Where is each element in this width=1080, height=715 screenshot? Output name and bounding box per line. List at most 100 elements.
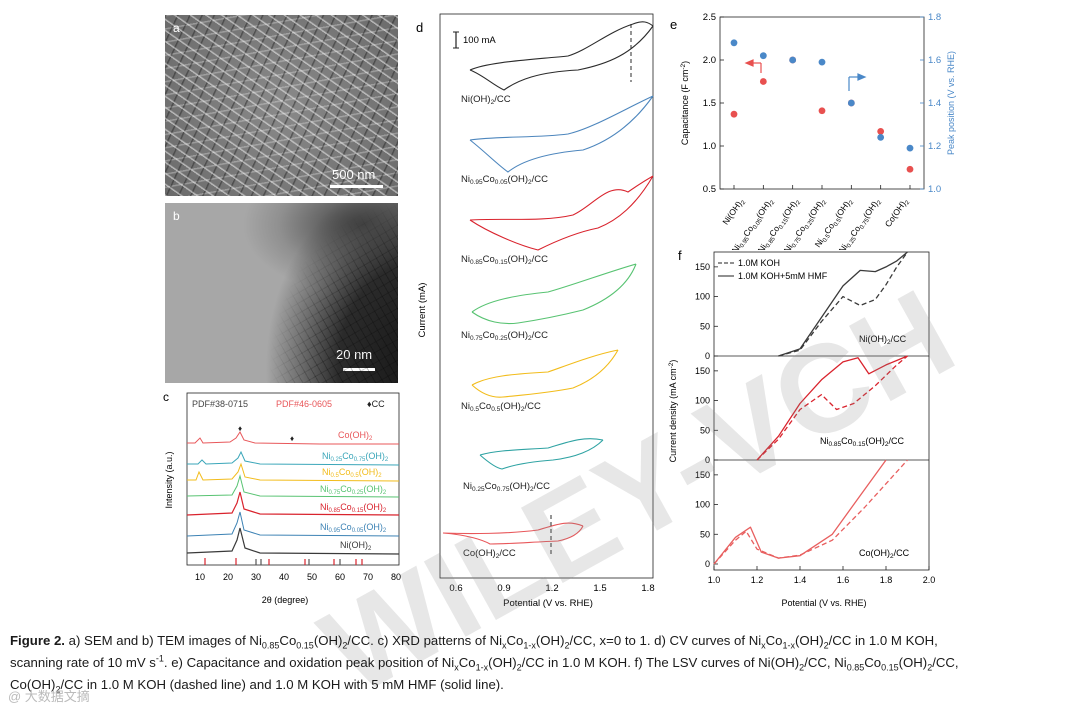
lsv-label-ni085: Ni0.85Co0.15(OH)2/CC <box>820 436 904 448</box>
xrd-xlabel: 2θ (degree) <box>262 595 309 605</box>
cap-category-labels: Ni(OH)2 Ni0.95Co0.05(OH)2 Ni0.85Co0.15(O… <box>720 196 911 250</box>
cv-xtick: 0.6 <box>449 583 462 594</box>
sem-image: a 500 nm <box>165 15 398 196</box>
lsv-xtick: 1.0 <box>708 575 721 585</box>
tem-scale-bar <box>343 368 375 371</box>
xrd-curve-ni075 <box>186 474 400 498</box>
xrd-label-ni095: Ni0.95Co0.05(OH)2 <box>320 522 387 534</box>
cap-y2tick: 1.8 <box>928 12 941 23</box>
lsv-axis-ticks <box>713 266 930 570</box>
cap-y2label: Peak position (V vs. RHE) <box>946 51 956 155</box>
cv-xlabel: Potential (V vs. RHE) <box>503 598 593 609</box>
xrd-diamond-1: ♦ <box>238 424 242 433</box>
xrd-label-ni085: Ni0.85Co0.15(OH)2 <box>320 502 387 514</box>
lsv-ytick: 150 <box>695 262 710 272</box>
xrd-xtick: 50 <box>307 572 317 582</box>
lsv-ytick: 0 <box>705 559 710 569</box>
lsv-subplot-labels: Ni(OH)2/CC Ni0.85Co0.15(OH)2/CC Co(OH)2/… <box>820 334 910 560</box>
cap-ytick: 2.0 <box>703 55 716 66</box>
lsv-ytick: 150 <box>695 470 710 480</box>
lsv-ytick: 0 <box>705 455 710 465</box>
panel-b-label: b <box>173 209 180 223</box>
cap-y-ticklabels: 0.5 1.0 1.5 2.0 2.5 <box>703 12 716 195</box>
capacitance-point <box>818 107 826 115</box>
panel-a-label: a <box>173 21 180 35</box>
cap-y2tick: 1.2 <box>928 141 941 152</box>
cv-curves <box>442 21 654 556</box>
cv-curve-ni095 <box>469 95 654 173</box>
legend-item: 1.0M KOH+5mM HMF <box>738 271 828 281</box>
lsv-ytick: 50 <box>700 529 710 539</box>
lsv-chart: f 1.0M KOH 1.0M KOH+5mM HMF 0 50 100 150… <box>668 248 936 608</box>
cv-xtick: 1.2 <box>545 583 558 594</box>
cap-y2tick: 1.4 <box>928 98 941 109</box>
xrd-ref-sticks <box>204 558 363 565</box>
caption-line-2: scanning rate of 10 mV s-1. e) Capacitan… <box>10 653 959 673</box>
cap-ytick: 1.0 <box>703 141 716 152</box>
xrd-frame <box>186 392 400 566</box>
sem-scale-bar <box>330 185 383 188</box>
xrd-xtick: 10 <box>195 572 205 582</box>
cv-frame <box>439 13 654 579</box>
lsv-xtick: 1.8 <box>880 575 893 585</box>
xrd-ylabel: Intensity (a.u.) <box>164 451 174 508</box>
peak-position-point <box>847 99 855 107</box>
lsv-ytick: 100 <box>695 396 710 406</box>
cv-label-ni025: Ni0.25Co0.75(OH)2/CC <box>463 481 550 493</box>
caption-line-1: Figure 2. a) SEM and b) TEM images of Ni… <box>10 633 938 651</box>
cv-label-ni05: Ni0.5Co0.5(OH)2/CC <box>461 401 541 413</box>
cv-xtick: 0.9 <box>497 583 510 594</box>
lsv-x-ticklabels: 1.0 1.2 1.4 1.6 1.8 2.0 <box>708 575 936 585</box>
xrd-ref1: PDF#38-0715 <box>192 399 248 409</box>
xrd-cc-marker: ♦CC <box>367 399 385 409</box>
tem-scale-text: 20 nm <box>336 347 373 362</box>
xrd-label-ni025: Ni0.25Co0.75(OH)2 <box>322 451 389 463</box>
capacitance-point <box>877 127 885 135</box>
lsv-label-co: Co(OH)2/CC <box>859 548 910 560</box>
lsv-line-dashed <box>756 355 908 461</box>
xrd-curve-ni025 <box>187 450 400 466</box>
xrd-curve-labels: Co(OH)2 Ni0.25Co0.75(OH)2 Ni0.5Co0.5(OH)… <box>320 430 389 552</box>
peak-position-point <box>789 56 797 64</box>
lsv-ytick: 50 <box>700 321 710 331</box>
cv-curve-labels: Ni(OH)2/CC Ni0.95Co0.05(OH)2/CC Ni0.85Co… <box>461 94 550 560</box>
cv-xtick: 1.5 <box>593 583 606 594</box>
cv-label-co: Co(OH)2/CC <box>463 548 516 560</box>
peak-position-point <box>818 58 826 66</box>
lsv-xtick: 1.6 <box>837 575 850 585</box>
sem-scale-text: 500 nm <box>332 167 376 182</box>
lsv-line-solid <box>756 355 908 461</box>
xrd-label-co: Co(OH)2 <box>338 430 373 442</box>
cap-ytick: 2.5 <box>703 12 716 23</box>
legend-item: 1.0M KOH <box>738 258 780 268</box>
capacitance-point <box>906 165 914 173</box>
xrd-xtick: 30 <box>251 572 261 582</box>
lsv-line-solid <box>778 251 908 357</box>
xrd-label-ni: Ni(OH)2 <box>340 540 372 552</box>
lsv-ytick: 50 <box>700 425 710 435</box>
lsv-ylabel: Current density (mA cm-2) <box>668 360 678 463</box>
cap-ytick: 1.5 <box>703 98 716 109</box>
cv-curve-ni05 <box>471 349 619 398</box>
peak-position-point <box>759 52 767 60</box>
xrd-curve-ni095 <box>186 511 400 537</box>
cap-ytick: 0.5 <box>703 184 716 195</box>
lsv-ytick: 0 <box>705 351 710 361</box>
panel-c-label: c <box>163 390 169 404</box>
watermark-source: @ 大数据文摘 <box>8 689 90 704</box>
cv-curve-ni085 <box>469 175 654 251</box>
cap-y2-ticklabels: 1.0 1.2 1.4 1.6 1.8 <box>928 12 941 195</box>
cv-ylabel: Current (mA) <box>417 283 428 338</box>
tem-image: b 20 nm <box>165 203 398 383</box>
cv-curve-ni025 <box>479 438 604 470</box>
cap-cat-label: Ni(OH)2 <box>720 196 747 228</box>
cv-scale-text: 100 mA <box>463 35 496 46</box>
xrd-xtick: 70 <box>363 572 373 582</box>
xrd-xtick: 20 <box>223 572 233 582</box>
lsv-xtick: 1.2 <box>751 575 764 585</box>
xrd-curve-co <box>187 431 399 445</box>
xrd-chart: c PDF#38-0715 PDF#46-0605 ♦CC ♦ ♦ Co(OH)… <box>163 390 401 605</box>
xrd-curve-ni05 <box>187 462 400 482</box>
lsv-line-solid <box>713 459 887 565</box>
capacitance-point <box>759 78 767 85</box>
